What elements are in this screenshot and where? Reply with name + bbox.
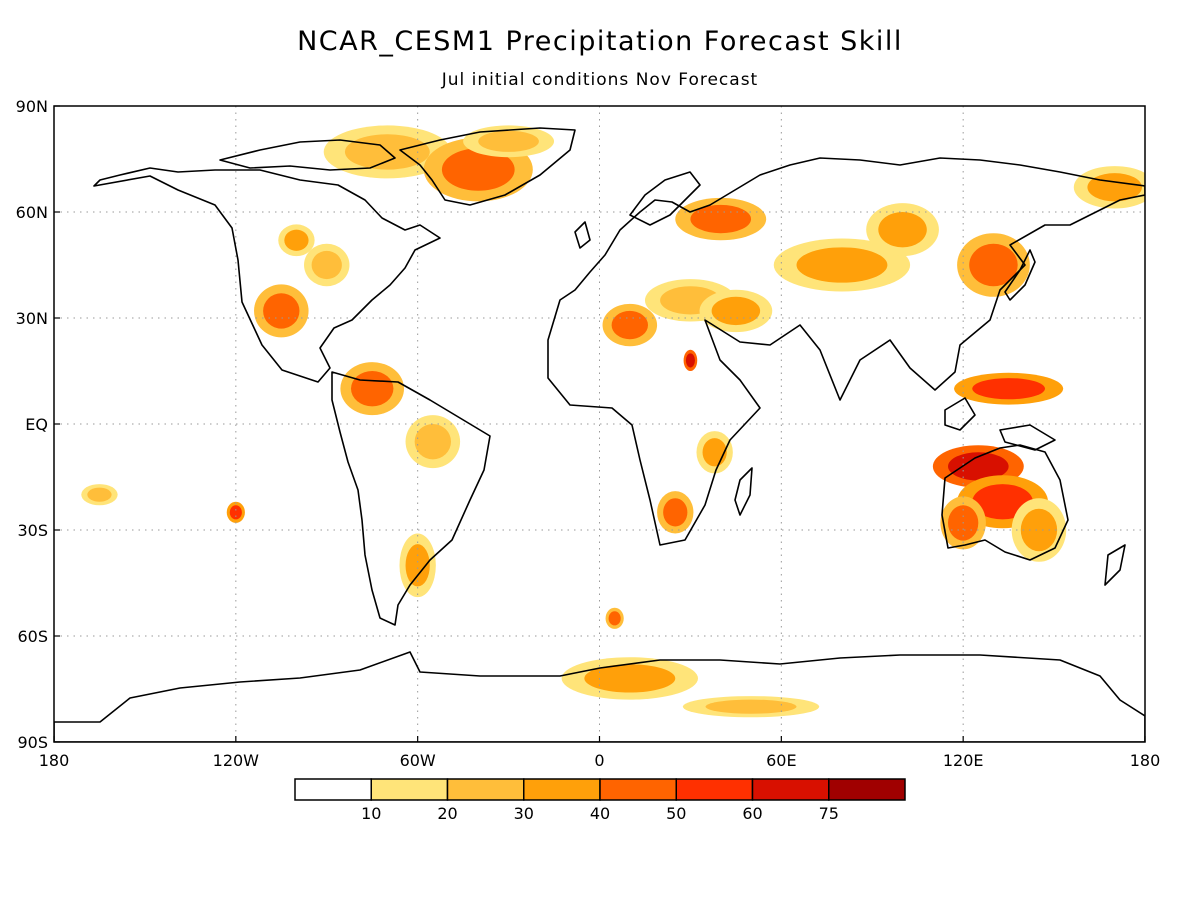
colorbar-label: 20	[437, 804, 457, 823]
colorbar-swatch	[675, 778, 754, 801]
colorbar-swatch	[751, 778, 830, 801]
skill-region	[1020, 508, 1058, 552]
coastline-australia	[941, 444, 1069, 561]
skill-region	[690, 204, 752, 234]
coastline-japan	[1004, 249, 1036, 301]
skill-region	[608, 611, 621, 626]
skill-region	[405, 544, 430, 587]
coastline-scandinavia	[629, 171, 701, 226]
skill-region	[663, 498, 688, 527]
colorbar-swatch	[370, 778, 449, 801]
lat-tick-label: 30N	[16, 309, 48, 328]
skill-region	[311, 250, 342, 280]
coastline-new-guinea	[999, 424, 1056, 451]
colorbar-swatch	[446, 778, 525, 801]
colorbar-swatch	[294, 778, 372, 801]
map-subtitle: Jul initial conditions Nov Forecast	[441, 70, 759, 90]
coastline-africa-eurasia	[547, 157, 1145, 546]
map-background	[54, 106, 1145, 742]
coastline-canadian-archipelago	[219, 139, 396, 171]
skill-region	[948, 452, 1009, 481]
colorbar-label: 50	[666, 804, 686, 823]
skill-region	[711, 296, 761, 326]
coastline-south-america	[331, 371, 491, 626]
coastline-north-america	[93, 167, 441, 383]
skill-region	[611, 310, 648, 340]
skill-region	[705, 699, 797, 714]
lon-tick-label: 0	[594, 751, 604, 770]
coastline-uk	[574, 221, 591, 249]
coastline-antarctica	[54, 651, 1145, 742]
lat-tick-label: 30S	[17, 521, 48, 540]
colorbar-swatch	[523, 778, 601, 801]
skill-region	[263, 293, 300, 329]
skill-shading-layer	[81, 125, 1145, 718]
skill-region	[702, 438, 727, 467]
colorbar-label: 75	[819, 804, 839, 823]
coastline-madagascar	[734, 467, 753, 516]
lat-tick-label: 90S	[17, 733, 48, 752]
lon-tick-label: 180	[1130, 751, 1161, 770]
lon-tick-label: 60E	[766, 751, 796, 770]
colorbar-label: 10	[361, 804, 381, 823]
lat-tick-label: 60S	[17, 627, 48, 646]
skill-region	[584, 664, 676, 693]
colorbar-swatch	[828, 778, 906, 801]
coastline-borneo	[944, 397, 976, 431]
lat-tick-label: 60N	[16, 203, 48, 222]
colorbar-label: 40	[590, 804, 610, 823]
skill-region	[87, 487, 112, 502]
map-title: NCAR_CESM1 Precipitation Forecast Skill	[297, 26, 903, 57]
latitude-tick-labels: 90N 60N 30N EQ 30S 60S 90S	[16, 97, 60, 752]
skill-region	[969, 243, 1018, 287]
skill-region	[972, 378, 1045, 400]
colorbar-swatch	[599, 778, 677, 801]
colorbar-label: 30	[514, 804, 534, 823]
coastline-new-zealand	[1104, 544, 1126, 586]
skill-region	[441, 148, 515, 191]
lat-tick-label: 90N	[16, 97, 48, 116]
skill-region	[478, 130, 539, 152]
skill-region	[350, 371, 394, 407]
skill-region	[685, 353, 695, 368]
longitude-tick-labels: 180 120W 60W 0 60E 120E 180	[39, 736, 1161, 770]
lat-tick-label: EQ	[25, 415, 48, 434]
skill-region	[229, 505, 242, 520]
skill-region	[414, 424, 452, 460]
skill-region	[796, 247, 888, 283]
colorbar-legend: 10 20 30 40 50 60 75	[294, 778, 906, 823]
lon-tick-label: 120E	[943, 751, 984, 770]
lon-tick-label: 180	[39, 751, 70, 770]
coastline-greenland	[399, 127, 576, 206]
skill-region	[284, 229, 309, 251]
colorbar-label: 60	[742, 804, 762, 823]
coastlines	[54, 127, 1145, 742]
skill-region	[878, 212, 927, 248]
lon-tick-label: 120W	[213, 751, 260, 770]
lon-tick-label: 60W	[400, 751, 436, 770]
